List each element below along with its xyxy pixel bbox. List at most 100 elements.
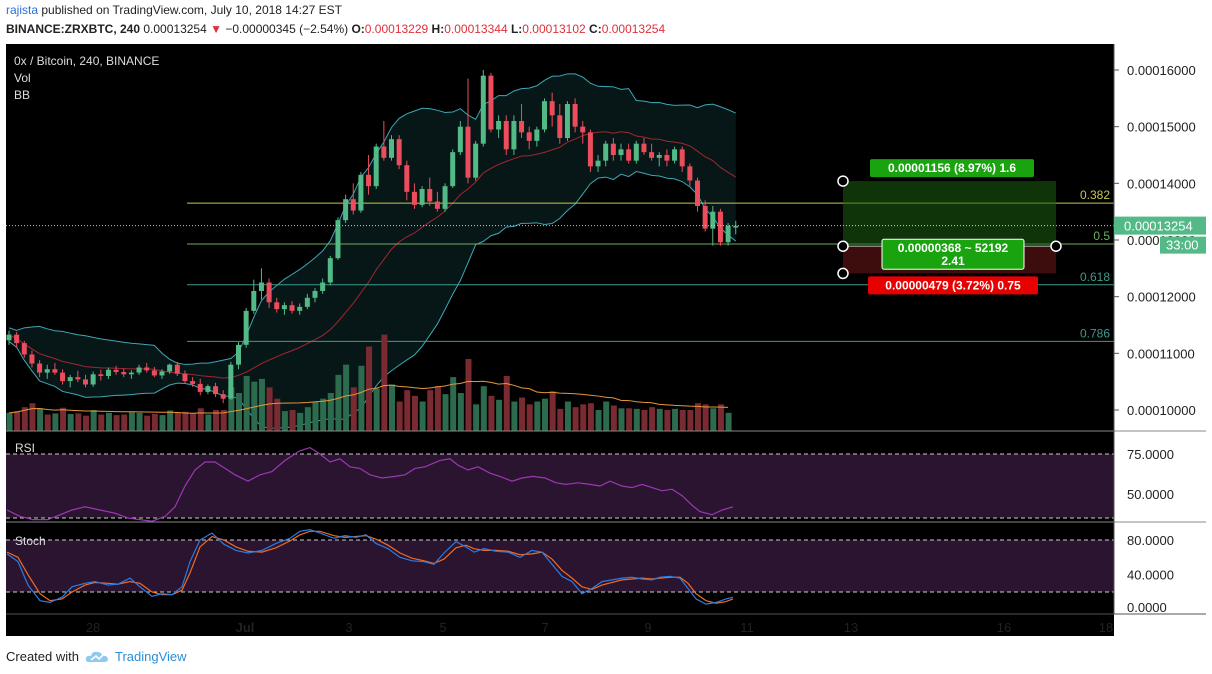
- price-tick-label: 0.00016000: [1127, 63, 1196, 78]
- volume-bar: [105, 412, 112, 431]
- volume-bar: [542, 398, 548, 431]
- current-price-text: 0.00013254: [1124, 219, 1193, 234]
- candle-body: [281, 305, 287, 310]
- volume-bar: [190, 413, 197, 431]
- tradingview-cloud-icon: [85, 651, 108, 662]
- candle-body: [649, 152, 655, 158]
- price-tick-label: 0.00014000: [1127, 176, 1196, 191]
- created-with-label: Created with: [6, 649, 79, 664]
- volume-bar: [167, 410, 174, 431]
- volume-bar: [228, 387, 235, 431]
- candle-body: [236, 344, 241, 365]
- candle-body: [312, 291, 318, 298]
- candle-body: [52, 369, 58, 373]
- price-axis-background: [1114, 44, 1206, 636]
- candle-body: [366, 174, 372, 187]
- tradingview-link[interactable]: TradingView: [114, 649, 187, 664]
- open-value: 0.00013229: [364, 22, 429, 36]
- bollinger-bands: [8, 73, 737, 429]
- volume-bar: [312, 401, 319, 431]
- volume-bar: [725, 412, 732, 431]
- volume-bar: [373, 388, 380, 431]
- volume-bar: [511, 401, 518, 431]
- candle-body: [113, 369, 119, 373]
- time-tick-label: 13: [844, 620, 858, 635]
- candle-body: [580, 126, 586, 133]
- volume-bar: [702, 404, 709, 431]
- volume-bar: [404, 390, 411, 431]
- countdown-badge: [1160, 236, 1206, 254]
- candle-body: [83, 379, 88, 385]
- fib-level-label: 0.786: [1080, 326, 1110, 340]
- candle-body: [664, 155, 670, 161]
- volume-bar: [427, 390, 434, 431]
- volume-bar: [136, 412, 143, 431]
- candle-body: [465, 126, 471, 178]
- candle-body: [488, 75, 494, 130]
- author-link[interactable]: rajista: [6, 3, 39, 17]
- candle-body: [496, 121, 502, 130]
- volume-bar: [465, 359, 472, 431]
- fib-level-label: 0.382: [1080, 188, 1110, 202]
- candle-body: [587, 132, 593, 167]
- fib-level-label: 0.618: [1080, 270, 1110, 284]
- bb-fill: [9, 73, 736, 429]
- volume-bar: [434, 386, 441, 431]
- volume-bar: [480, 386, 487, 431]
- volume-bar: [297, 412, 304, 431]
- time-axis: 28 Jul 3 5 7 9 11 13 16 18: [86, 620, 1113, 635]
- candle-body: [381, 146, 387, 158]
- volume-bar: [488, 395, 495, 431]
- drag-handle: [837, 240, 849, 252]
- candle-body: [396, 139, 402, 166]
- price-tick-label: 0.00011000: [1127, 346, 1195, 361]
- volume-bar: [717, 404, 724, 431]
- candle-body: [595, 160, 601, 167]
- volume-bar: [83, 415, 89, 431]
- candle-body: [695, 180, 700, 206]
- position-tool[interactable]: 0.00001156 (8.97%) 1.6 0.00000368 ~ 52192…: [837, 159, 1062, 295]
- volume-bar: [220, 410, 227, 431]
- legend-item: Vol: [14, 71, 31, 85]
- fibonacci-levels: 0.382 0.5 0.618 0.786: [187, 188, 1114, 342]
- volume-bar: [151, 413, 158, 431]
- low-label: L:: [510, 22, 523, 36]
- volume-bar: [473, 404, 480, 431]
- candle-body: [687, 166, 693, 181]
- candle-body: [144, 367, 150, 371]
- candle-body: [480, 75, 486, 144]
- candle-body: [733, 225, 739, 228]
- close-label: C:: [589, 22, 602, 36]
- bb-upper-line: [8, 73, 736, 365]
- volume-bar: [358, 365, 365, 431]
- candle-body: [511, 121, 517, 150]
- published-text: published on TradingView.com, July 10, 2…: [41, 3, 342, 17]
- volume-bar: [649, 407, 656, 431]
- candle-body: [128, 372, 134, 375]
- candle-body: [725, 225, 731, 243]
- candle-body: [190, 381, 196, 384]
- volume-bar: [98, 414, 105, 431]
- price-tick-label: 0.00015000: [1127, 120, 1196, 135]
- center-label-box-text: 0.00000368 ~ 52192: [898, 241, 1009, 255]
- chart-area[interactable]: 0.382 0.5 0.618 0.786 0.00001156 (8.97%) 1.…: [0, 44, 1212, 640]
- stoch-d-line: [6, 530, 734, 604]
- candle-body: [98, 374, 104, 376]
- candle-body: [564, 104, 570, 138]
- candle-body: [67, 377, 73, 382]
- rsi-panel: RSI: [6, 441, 1114, 522]
- candle-body: [251, 291, 257, 311]
- volume-bar: [679, 410, 686, 431]
- candle-body: [526, 132, 532, 141]
- volume-bar: [52, 413, 59, 431]
- time-tick-label: 5: [439, 620, 446, 635]
- candle-body: [457, 126, 463, 153]
- volume-bars: [6, 334, 732, 431]
- volume-bar: [695, 403, 701, 431]
- volume-bar: [243, 376, 250, 431]
- volume-bar: [526, 404, 533, 431]
- candle-body: [213, 386, 219, 395]
- candle-body: [274, 302, 280, 310]
- fib-level-label: 0.5: [1093, 229, 1110, 243]
- stop-label-box-text: 0.00000479 (3.72%) 0.75: [885, 278, 1021, 292]
